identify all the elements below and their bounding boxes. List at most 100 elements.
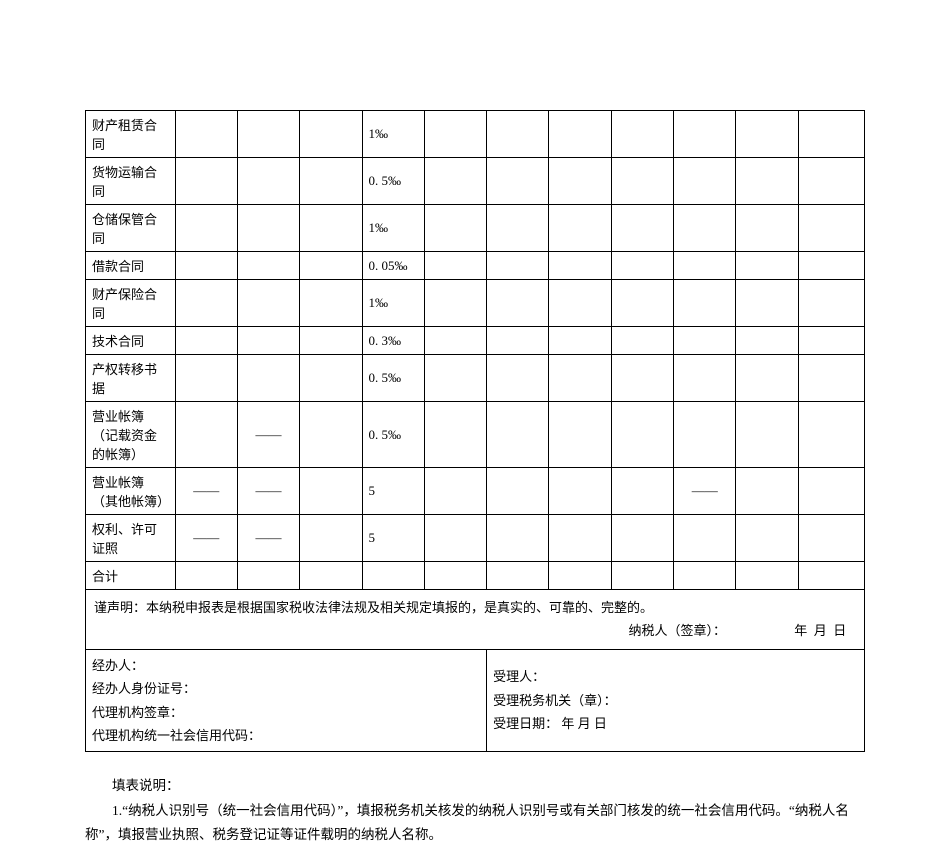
- table-row: 营业帐簿 （其他帐簿） —— —— 5 ——: [86, 468, 865, 515]
- cell: [300, 280, 362, 327]
- cell: [237, 111, 299, 158]
- cell: [736, 402, 798, 468]
- cell: [487, 205, 549, 252]
- cell: [674, 252, 736, 280]
- signature-right: 受理人： 受理税务机关（章）： 受理日期： 年 月 日: [487, 649, 865, 752]
- cell: [674, 327, 736, 355]
- cell: [175, 280, 237, 327]
- cell: [300, 327, 362, 355]
- document-page: 财产租赁合同 1‰ 货物运输合同 0. 5‰: [0, 0, 950, 847]
- cell: [175, 158, 237, 205]
- cell: [798, 327, 864, 355]
- cell: [300, 562, 362, 590]
- cell: [300, 468, 362, 515]
- cell: [611, 111, 673, 158]
- cell: [736, 327, 798, 355]
- form-notes: 填表说明： 1.“纳税人识别号（统一社会信用代码）”，填报税务机关核发的纳税人识…: [85, 774, 865, 847]
- cell-label: 货物运输合同: [86, 158, 176, 205]
- cell: [736, 252, 798, 280]
- cell: [798, 280, 864, 327]
- cell: [237, 562, 299, 590]
- cell: [487, 111, 549, 158]
- cell: [611, 515, 673, 562]
- cell: [611, 355, 673, 402]
- cell: [549, 402, 611, 468]
- cell: [798, 252, 864, 280]
- cell: [487, 158, 549, 205]
- cell: [611, 327, 673, 355]
- table-row: 产权转移书据 0. 5‰: [86, 355, 865, 402]
- cell-rate: 0. 5‰: [362, 158, 424, 205]
- declaration-row: 谨声明：本纳税申报表是根据国家税收法律法规及相关规定填报的，是真实的、可靠的、完…: [86, 590, 865, 650]
- cell: [424, 205, 486, 252]
- table-row: 仓储保管合同 1‰: [86, 205, 865, 252]
- cell: [549, 158, 611, 205]
- declaration-text: 谨声明：本纳税申报表是根据国家税收法律法规及相关规定填报的，是真实的、可靠的、完…: [94, 596, 856, 619]
- cell: [237, 158, 299, 205]
- cell-rate: [362, 562, 424, 590]
- cell-label: 权利、许可证照: [86, 515, 176, 562]
- cell: [798, 355, 864, 402]
- tax-table: 财产租赁合同 1‰ 货物运输合同 0. 5‰: [85, 110, 865, 752]
- handler-label: 经办人：: [92, 654, 480, 677]
- cell: [611, 402, 673, 468]
- cell: [674, 402, 736, 468]
- cell: [611, 205, 673, 252]
- cell: [549, 468, 611, 515]
- cell: [549, 280, 611, 327]
- cell: [487, 515, 549, 562]
- cell: ——: [237, 402, 299, 468]
- cell: [611, 468, 673, 515]
- cell: [175, 205, 237, 252]
- cell: [674, 280, 736, 327]
- cell: [736, 205, 798, 252]
- cell: [424, 111, 486, 158]
- cell: [674, 205, 736, 252]
- cell-rate: 5: [362, 515, 424, 562]
- accept-date-label: 受理日期： 年 月 日: [493, 712, 858, 735]
- cell: [549, 355, 611, 402]
- cell-label: 财产租赁合同: [86, 111, 176, 158]
- cell: [300, 205, 362, 252]
- cell: [237, 280, 299, 327]
- table-row: 借款合同 0. 05‰: [86, 252, 865, 280]
- cell-label: 财产保险合同: [86, 280, 176, 327]
- cell: [424, 468, 486, 515]
- cell-rate: 0. 5‰: [362, 402, 424, 468]
- cell-rate: 5: [362, 468, 424, 515]
- cell: [300, 252, 362, 280]
- cell: [487, 327, 549, 355]
- acceptor-label: 受理人：: [493, 665, 858, 688]
- cell-label: 仓储保管合同: [86, 205, 176, 252]
- cell-rate: 0. 3‰: [362, 327, 424, 355]
- cell: [175, 111, 237, 158]
- cell: ——: [175, 468, 237, 515]
- cell: [487, 280, 549, 327]
- cell: [798, 158, 864, 205]
- cell-rate: 0. 05‰: [362, 252, 424, 280]
- table-row: 技术合同 0. 3‰: [86, 327, 865, 355]
- signature-left: 经办人： 经办人身份证号： 代理机构签章： 代理机构统一社会信用代码：: [86, 649, 487, 752]
- cell: [611, 280, 673, 327]
- cell: [237, 355, 299, 402]
- cell: ——: [237, 468, 299, 515]
- cell: [674, 355, 736, 402]
- table-row: 货物运输合同 0. 5‰: [86, 158, 865, 205]
- cell: [424, 252, 486, 280]
- handler-id-label: 经办人身份证号：: [92, 677, 480, 700]
- cell: [487, 355, 549, 402]
- cell: [175, 355, 237, 402]
- cell: [736, 280, 798, 327]
- cell: [736, 562, 798, 590]
- table-row-total: 合计: [86, 562, 865, 590]
- cell: [175, 327, 237, 355]
- cell-rate: 1‰: [362, 205, 424, 252]
- cell: [798, 562, 864, 590]
- cell: [549, 515, 611, 562]
- cell: [611, 562, 673, 590]
- cell-label: 营业帐簿 （其他帐簿）: [86, 468, 176, 515]
- agent-credit-code-label: 代理机构统一社会信用代码：: [92, 724, 480, 747]
- cell: [549, 252, 611, 280]
- cell-label: 合计: [86, 562, 176, 590]
- accept-authority-label: 受理税务机关（章）：: [493, 689, 858, 712]
